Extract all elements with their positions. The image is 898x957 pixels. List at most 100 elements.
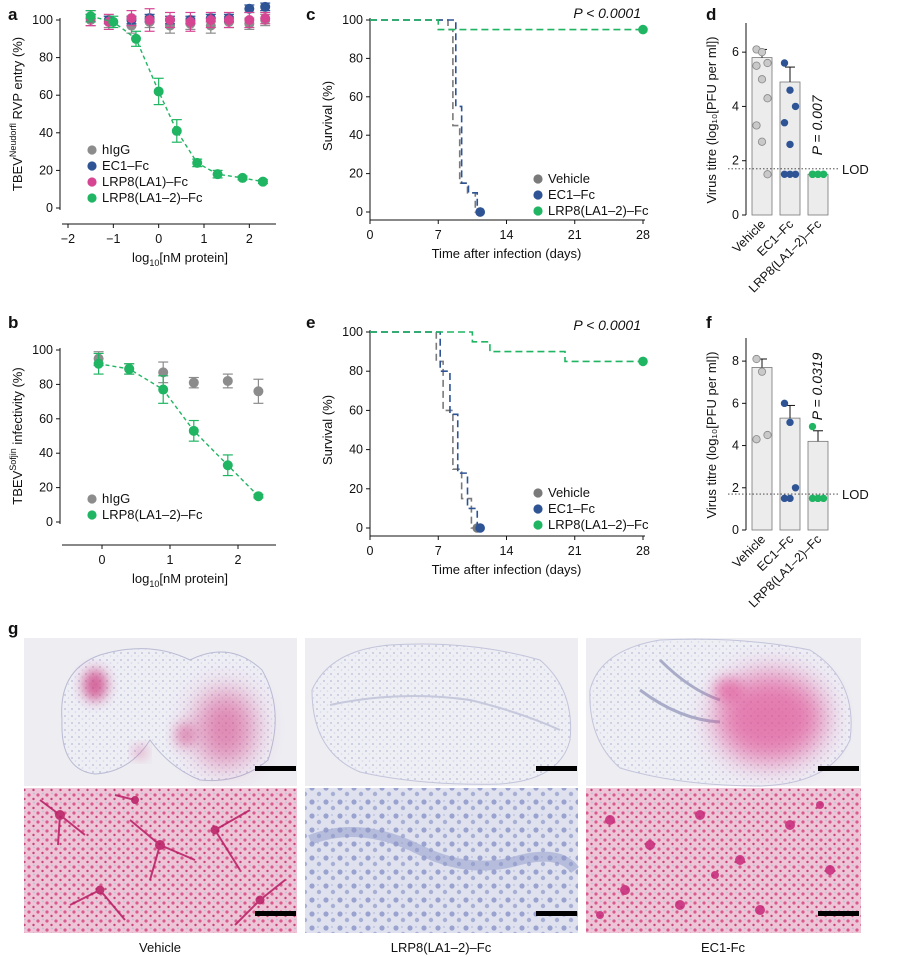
y-tick-label: 40 [349,128,363,142]
data-point [786,494,794,503]
data-point [257,176,268,187]
y-axis-label-rest: infectivity (%) [10,367,25,448]
y-axis-label-main: TBEV [10,157,25,191]
data-point [752,61,761,70]
y-tick-label: 2 [732,481,739,495]
data-point [786,140,794,149]
bar [779,81,801,216]
x-axis-label: Time after infection (days) [432,562,582,577]
legend-label: Vehicle [548,171,590,186]
series-lrp8-la1-2-fc [370,19,648,35]
histology-vehicle-zoom [24,788,297,933]
legend-marker [87,145,97,155]
data-point [188,377,199,388]
histology-vehicle-overview [24,638,297,786]
y-tick-label: 60 [39,412,53,426]
x-axis-label: log10[nM protein] [132,250,228,268]
x-tick-label: 14 [500,228,514,242]
x-axis-label-rest: [nM protein] [159,571,228,586]
y-tick-label: 80 [39,51,53,65]
histology-lrp8-zoom [305,788,579,933]
x-tick-label: −2 [61,232,75,246]
y-tick-label: 80 [39,377,53,391]
lod-label: LOD [842,487,869,502]
data-point [93,358,104,369]
x-tick-label: 28 [636,544,650,558]
panel-label-f: f [706,313,712,332]
legend-label: Vehicle [548,485,590,500]
endpoint-marker [475,207,485,217]
legend-label: EC1–Fc [102,158,149,173]
scale-bar [536,766,577,771]
panel-label-c: c [306,5,315,24]
data-point [791,102,800,111]
y-tick-label: 6 [732,396,739,410]
y-tick-label: 6 [732,45,739,59]
data-point [108,16,119,27]
y-tick-label: 80 [349,51,363,65]
legend-marker [533,520,543,530]
fit-curve [98,363,259,497]
x-tick-label: 1 [201,232,208,246]
legend-label: LRP8(LA1–2)–Fc [102,507,203,522]
x-tick-label: 7 [435,544,442,558]
data-point [752,435,761,444]
data-point [757,367,767,376]
data-point [158,367,169,378]
x-tick-label: 0 [367,544,374,558]
panel-label-b: b [8,313,18,332]
y-axis-label: Survival (%) [320,395,335,465]
x-tick-label: 0 [99,553,106,567]
y-tick-label: 100 [32,13,53,27]
data-point [185,16,196,27]
legend-marker [87,494,97,504]
scale-bar [818,911,859,916]
chart-b-dose-response: 0 20 40 60 80 100 0 1 2 log10[nM protein] TBEVSofj… [8,343,276,589]
data-point [780,399,789,408]
y-tick-label: 8 [732,354,739,368]
y-axis-label: TBEVNeudorfl RVP entry (%) [8,37,25,191]
p-value-annotation: P < 0.0001 [573,5,641,21]
series-vehicle [370,331,483,533]
y-tick-label: 0 [732,208,739,222]
y-tick-label: 60 [39,88,53,102]
scale-bar [818,766,859,771]
y-tick-label: 0 [46,515,53,529]
data-point [786,86,794,94]
legend-marker [533,206,543,216]
caption-lrp8: LRP8(LA1–2)–Fc [391,940,492,955]
data-point [153,86,164,97]
histology-panel: Vehicle LRP8(LA1–2)–Fc EC1-Fc [24,638,861,955]
y-tick-label: 0 [356,205,363,219]
y-tick-label: 40 [349,443,363,457]
data-point [222,460,233,471]
scale-bar [536,911,577,916]
panel-label-a: a [8,5,18,24]
data-point [223,15,234,25]
data-point [786,418,794,427]
legend-label: EC1–Fc [548,187,595,202]
bar [807,440,829,531]
y-tick-label: 20 [39,481,53,495]
chart-a-dose-response: 0 20 40 60 80 100 −2 −1 0 1 2 log10[nM protein] TBEV… [8,1,276,268]
x-axis-label-main: log [132,571,149,586]
legend-label: LRP8(LA1–2)–Fc [102,190,203,205]
x-tick-label: 0 [367,228,374,242]
p-value-annotation: P = 0.0319 [809,352,825,420]
data-point [188,425,199,436]
data-point [158,384,169,395]
data-point [253,491,264,502]
data-point [757,48,767,57]
data-point [786,170,794,178]
histology-ec1-overview [586,638,861,787]
chart-c-survival: 0 20 40 60 80 100 0 7 14 21 28 Time after infection… [320,5,650,261]
legend-label: LRP8(LA1)–Fc [102,174,188,189]
legend-marker [87,510,97,520]
y-tick-label: 20 [349,482,363,496]
x-axis-label-sub: 10 [149,579,159,589]
x-tick-label: 2 [235,553,242,567]
y-tick-label: 60 [349,403,363,417]
legend-marker [87,193,97,203]
